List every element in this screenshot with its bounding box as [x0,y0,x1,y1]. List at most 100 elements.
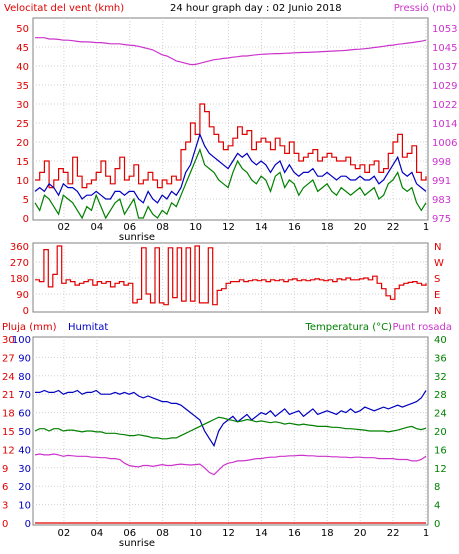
pressure-tick-label: 991 [432,176,451,187]
pressure-tick-label: 1006 [432,138,457,149]
wind-axis-label: Velocitat del vent (kmh) [4,3,124,14]
rain-tick-label: 15 [2,427,15,438]
x-tick-label: 16 [288,528,301,539]
plot-frame-temp [32,336,429,526]
x-tick-label: 06 [123,222,136,233]
x-tick-label: 10 [189,528,202,539]
direction-degrees-axis: 360 270 180 90 0 [10,242,29,317]
direction-line [35,245,427,306]
x-tick-label: 1 [423,222,429,233]
rain-tick-label: 9 [2,464,8,475]
grid-direction [33,243,428,312]
x-tick-label: 12 [222,528,235,539]
pressure-tick-label: 1053 [432,24,457,35]
pressure-tick-label: 1037 [432,62,457,73]
temperature-tick-label: 8 [434,482,440,493]
humidity-tick-label: 90 [18,353,31,364]
rain-tick-label: 24 [2,372,15,383]
wind-tick-label: 40 [16,62,29,73]
pressure-tick-label: 983 [432,195,451,206]
humidity-axis-label: Humitat [68,322,108,333]
x-tick-label: 22 [387,528,400,539]
chart-title: 24 hour graph day : 02 Junio 2018 [170,3,342,14]
compass-tick-label: N [434,242,441,253]
direction-tick-label: 360 [10,242,29,253]
temp-series [34,389,427,524]
rain-tick-label: 3 [2,501,8,512]
pressure-tick-label: 1014 [432,119,457,130]
wind-tick-label: 25 [16,119,29,130]
rain-tick-label: 6 [2,482,8,493]
humidity-tick-label: 70 [18,390,31,401]
pressure-tick-label: 1029 [432,81,457,92]
temperature-tick-label: 36 [434,353,447,364]
x-tick-label: 10 [189,222,202,233]
x-tick-label: 20 [354,222,367,233]
x-tick-label: 02 [58,222,71,233]
wind-line [35,103,427,189]
humidity-tick-label: 0 [25,519,31,530]
direction-series [35,245,427,306]
x-tick-label: 18 [321,222,334,233]
sunrise-label-top: sunrise [119,232,155,243]
wind-tick-label: 30 [16,100,29,111]
humidity-tick-label: 60 [18,409,31,420]
x-tick-label: 18 [321,528,334,539]
x-tick-label: 08 [156,222,169,233]
temperature-axis-label: Temperatura (°C) [304,322,392,333]
x-tick-label: 04 [90,222,103,233]
wind-pressure-series [34,37,427,220]
direction-tick-label: 180 [10,274,29,285]
pressure-tick-label: 998 [432,157,451,168]
wind-tick-label: 5 [23,195,29,206]
compass-tick-label: W [434,258,444,269]
rain-tick-label: 27 [2,353,15,364]
x-tick-label: 16 [288,222,301,233]
humidity-tick-label: 20 [18,482,31,493]
humidity-tick-label: 40 [18,445,31,456]
wind-tick-label: 0 [23,214,29,225]
x-tick-label: 02 [58,528,71,539]
temperature-tick-label: 28 [434,390,447,401]
humidity-line [35,389,427,448]
x-tick-label: 14 [255,222,268,233]
pressure-tick-label: 975 [432,214,451,225]
compass-tick-label: N [434,306,441,317]
dewpoint-line [34,453,427,476]
x-tick-label: 22 [387,222,400,233]
dewpoint-axis-label: Punt rosada [393,322,452,333]
x-tick-label: 1 [423,528,429,539]
wind-tick-label: 20 [16,138,29,149]
plot-frame-wind [32,17,429,221]
humidity-tick-label: 10 [18,501,31,512]
x-axis-hours-bottom: 02 04 06 08 10 12 14 16 18 20 22 1 [58,528,430,539]
compass-tick-label: E [434,290,440,301]
x-tick-label: 06 [123,528,136,539]
rain-tick-label: 18 [2,409,15,420]
plot-frame-direction [32,242,429,313]
rain-tick-label: 12 [2,445,15,456]
wind_gust-line [34,147,427,220]
rain-tick-label: 21 [2,390,15,401]
sunrise-label-bottom: sunrise [119,538,155,549]
pressure-tick-label: 1022 [432,100,457,111]
temperature-tick-label: 0 [434,519,440,530]
temperature-tick-label: 32 [434,372,447,383]
x-axis-hours-top: 02 04 06 08 10 12 14 16 18 20 22 1 [58,222,430,233]
pressure-axis: 1053 1045 1037 1029 1022 1014 1006 998 991 983 975 [432,24,457,225]
humidity-tick-label: 100 [12,335,31,346]
wind_avg-line [34,132,427,204]
temperature-tick-label: 24 [434,409,447,420]
rain-axis-label: Pluja (mm) [2,322,57,333]
wind-tick-label: 45 [16,43,29,54]
rain-tick-label: 30 [2,335,15,346]
direction-tick-label: 90 [16,290,29,301]
x-tick-label: 20 [354,528,367,539]
